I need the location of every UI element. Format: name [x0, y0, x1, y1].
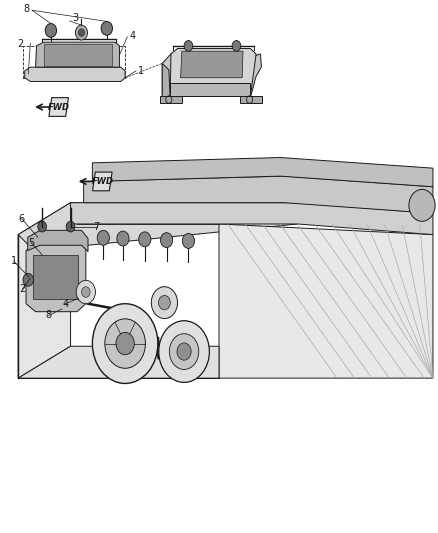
- Polygon shape: [240, 96, 262, 103]
- Text: 4: 4: [62, 298, 68, 309]
- Polygon shape: [245, 54, 261, 98]
- Circle shape: [139, 232, 151, 247]
- Polygon shape: [180, 51, 243, 78]
- Circle shape: [160, 233, 173, 247]
- Polygon shape: [18, 203, 71, 378]
- Text: 4: 4: [130, 31, 136, 42]
- Text: FWD: FWD: [92, 177, 113, 186]
- Circle shape: [184, 41, 193, 51]
- Polygon shape: [49, 98, 68, 116]
- Polygon shape: [219, 224, 433, 378]
- Text: 8: 8: [46, 310, 52, 320]
- Text: 1: 1: [138, 66, 145, 76]
- Circle shape: [159, 321, 209, 382]
- Circle shape: [170, 334, 199, 369]
- Polygon shape: [33, 255, 78, 300]
- Circle shape: [92, 304, 158, 383]
- Circle shape: [116, 333, 134, 355]
- Text: 2: 2: [19, 284, 26, 294]
- Text: 6: 6: [18, 214, 25, 224]
- Polygon shape: [18, 346, 219, 378]
- Circle shape: [151, 287, 177, 319]
- Polygon shape: [162, 63, 170, 98]
- Circle shape: [66, 221, 75, 232]
- Text: 5: 5: [28, 238, 34, 247]
- Polygon shape: [35, 42, 120, 67]
- Circle shape: [38, 221, 46, 232]
- Text: FWD: FWD: [48, 102, 70, 111]
- Polygon shape: [170, 49, 256, 96]
- Circle shape: [232, 41, 241, 51]
- Text: 7: 7: [94, 222, 100, 232]
- Circle shape: [45, 23, 57, 37]
- Text: 1: 1: [11, 256, 17, 266]
- Polygon shape: [26, 235, 86, 312]
- Polygon shape: [170, 83, 251, 96]
- Circle shape: [182, 233, 194, 248]
- Bar: [22, 46, 125, 78]
- Polygon shape: [18, 203, 297, 261]
- Polygon shape: [92, 158, 433, 187]
- Polygon shape: [92, 172, 112, 191]
- Polygon shape: [25, 67, 125, 82]
- Text: 8: 8: [23, 4, 29, 14]
- Text: 3: 3: [72, 13, 78, 23]
- Circle shape: [177, 343, 191, 360]
- Polygon shape: [44, 44, 112, 66]
- Polygon shape: [71, 203, 433, 235]
- Text: 2: 2: [17, 39, 24, 49]
- Circle shape: [159, 295, 170, 310]
- Circle shape: [81, 287, 90, 297]
- Circle shape: [97, 230, 110, 245]
- Circle shape: [105, 319, 145, 368]
- Polygon shape: [28, 230, 88, 252]
- Circle shape: [23, 273, 33, 286]
- Circle shape: [409, 189, 435, 221]
- Circle shape: [76, 280, 95, 304]
- Circle shape: [78, 29, 85, 36]
- Polygon shape: [84, 176, 433, 213]
- Polygon shape: [162, 51, 179, 98]
- Circle shape: [75, 25, 88, 40]
- Polygon shape: [160, 96, 182, 103]
- Circle shape: [101, 21, 113, 35]
- Circle shape: [117, 231, 129, 246]
